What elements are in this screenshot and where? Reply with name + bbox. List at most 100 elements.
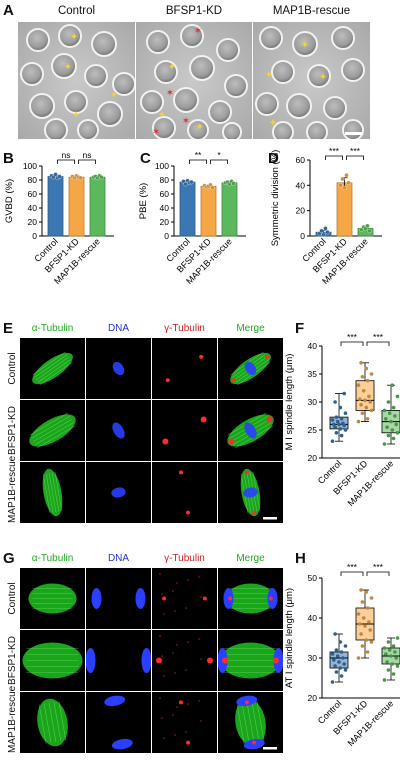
significance-bracket bbox=[325, 155, 343, 160]
data-point bbox=[385, 660, 389, 664]
background-speck bbox=[200, 658, 202, 660]
y-tick-label: 30 bbox=[308, 397, 318, 407]
data-point bbox=[368, 628, 372, 632]
scale-bar bbox=[263, 517, 277, 520]
spindle-fiber bbox=[32, 351, 66, 376]
bar bbox=[336, 182, 353, 237]
data-point bbox=[364, 638, 369, 642]
panel-letter-h: H bbox=[295, 550, 306, 567]
significance-label: *** bbox=[329, 148, 340, 156]
centrosome-dot bbox=[222, 657, 228, 664]
data-point bbox=[395, 431, 400, 435]
fluorescence-cell bbox=[152, 568, 217, 629]
svg-text:✦: ✦ bbox=[196, 122, 204, 133]
spindle-fiber bbox=[43, 703, 52, 744]
svg-text:✦: ✦ bbox=[319, 72, 327, 83]
centrosome-dot bbox=[273, 657, 279, 664]
chromosome-shape bbox=[112, 422, 125, 439]
spindle-fiber bbox=[34, 354, 68, 378]
data-point bbox=[340, 176, 345, 182]
column-header: α-Tubulin bbox=[31, 553, 74, 564]
y-tick-label: 40 bbox=[28, 203, 38, 213]
data-point bbox=[395, 394, 400, 399]
data-point bbox=[78, 175, 83, 181]
bar bbox=[89, 176, 106, 237]
y-tick-label: 20 bbox=[28, 217, 38, 227]
significance-label: *** bbox=[350, 148, 361, 156]
spindle-fiber bbox=[251, 701, 260, 742]
data-point bbox=[330, 652, 335, 656]
data-point bbox=[382, 442, 387, 446]
data-point bbox=[356, 656, 361, 660]
chromosome-shape bbox=[244, 361, 257, 376]
data-point bbox=[334, 415, 339, 419]
svg-text:✦: ✦ bbox=[70, 32, 78, 43]
data-point bbox=[386, 668, 391, 672]
significance-label: *** bbox=[373, 332, 384, 342]
fluorescence-cell bbox=[152, 400, 217, 461]
fluorescence-cell bbox=[86, 400, 151, 461]
data-point bbox=[382, 678, 387, 682]
spindle-fiber bbox=[246, 702, 255, 743]
data-point bbox=[387, 411, 392, 415]
spindle-fiber bbox=[256, 701, 265, 741]
data-point bbox=[335, 419, 340, 424]
bar bbox=[47, 176, 64, 237]
data-point bbox=[183, 182, 188, 187]
panel-letter-f: F bbox=[295, 320, 305, 337]
cell-background bbox=[152, 692, 217, 753]
x-tick-label: MAP1B-rescue bbox=[346, 458, 396, 508]
centrosome-dot bbox=[244, 470, 249, 475]
centrosome-dot bbox=[228, 596, 233, 601]
data-point bbox=[337, 660, 341, 664]
data-point bbox=[333, 400, 337, 404]
data-point bbox=[394, 422, 398, 427]
data-point bbox=[333, 664, 337, 668]
chromosome-shape bbox=[91, 588, 102, 609]
significance-label: *** bbox=[373, 562, 384, 572]
svg-text:✦: ✦ bbox=[64, 62, 72, 73]
centrosome-dot bbox=[156, 657, 162, 664]
column-header: γ-Tubulin bbox=[164, 323, 205, 334]
data-point bbox=[365, 650, 370, 654]
data-point bbox=[382, 408, 387, 413]
chromosome-shape bbox=[111, 738, 133, 750]
data-point bbox=[395, 636, 400, 640]
data-point bbox=[344, 173, 349, 178]
header-bfsp1-kd: BFSP1-KD bbox=[165, 5, 223, 17]
data-point bbox=[189, 179, 194, 185]
cell-background bbox=[152, 400, 217, 461]
data-point bbox=[339, 433, 344, 438]
data-point bbox=[369, 372, 374, 376]
row-label: Control bbox=[6, 581, 18, 615]
panel-letter-c: C bbox=[140, 150, 151, 167]
svg-text:✦: ✦ bbox=[265, 70, 273, 81]
fluorescence-cell bbox=[218, 400, 283, 461]
column-header: DNA bbox=[107, 323, 130, 334]
centrosome-dot bbox=[266, 416, 273, 423]
spindle-fiber bbox=[36, 425, 76, 449]
centrosome-dot bbox=[200, 416, 207, 423]
y-tick-label: 20 bbox=[160, 217, 170, 227]
data-point bbox=[367, 228, 372, 234]
significance-label: *** bbox=[347, 332, 358, 342]
centrosome-dot bbox=[207, 657, 213, 664]
y-tick-label: 35 bbox=[308, 369, 318, 379]
data-point bbox=[363, 624, 367, 628]
centrosome-dot bbox=[178, 470, 183, 475]
data-point bbox=[334, 648, 339, 652]
data-point bbox=[382, 646, 387, 650]
chromosome-shape bbox=[141, 647, 151, 674]
fluorescence-cell bbox=[218, 692, 283, 753]
data-point bbox=[360, 375, 365, 379]
centrosome-dot bbox=[165, 378, 170, 383]
data-point bbox=[231, 181, 236, 186]
spindle-fiber bbox=[51, 472, 60, 512]
y-axis-label: PBE (%) bbox=[138, 183, 149, 219]
significance-bracket bbox=[340, 571, 364, 576]
panel-letter-b: B bbox=[3, 150, 14, 167]
background-speck bbox=[163, 675, 165, 677]
centrosome-dot bbox=[202, 596, 207, 601]
centrosome-dot bbox=[244, 700, 249, 705]
